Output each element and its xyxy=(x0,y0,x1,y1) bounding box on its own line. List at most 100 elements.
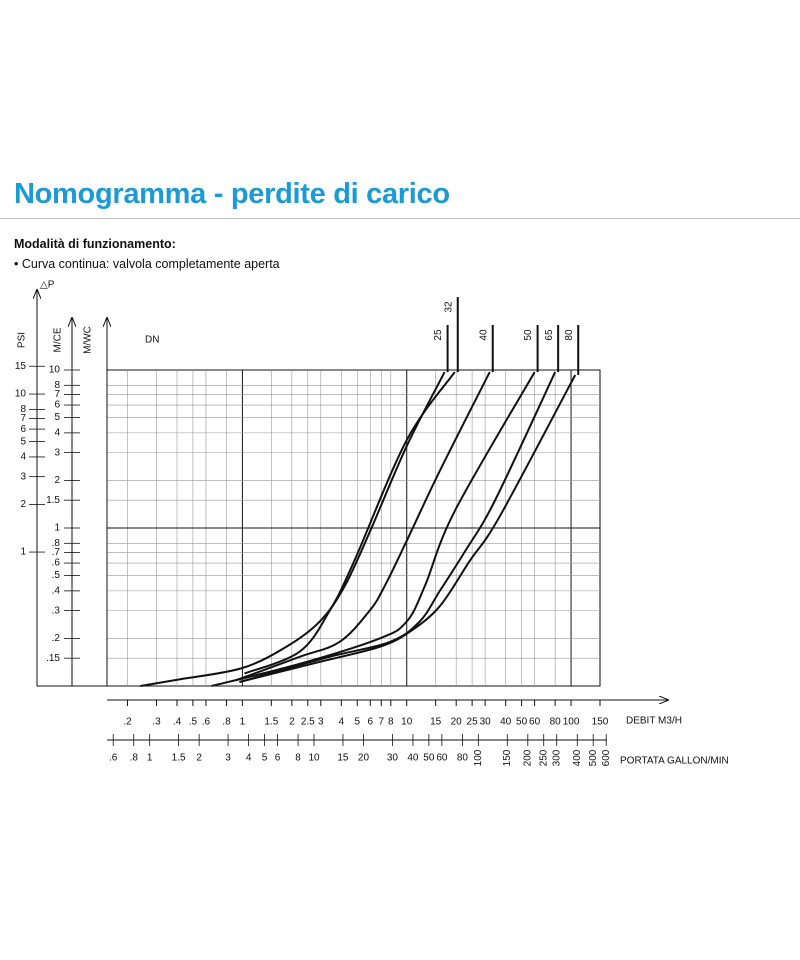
y-tick-label: .5 xyxy=(52,570,61,581)
legend-title: DN xyxy=(145,335,159,346)
x-tick-label: 50 xyxy=(516,717,528,728)
x2-tick-label: 5 xyxy=(262,753,268,764)
x2-tick-label: 8 xyxy=(295,753,301,764)
x-tick-label: 40 xyxy=(500,717,512,728)
y-tick-label: 1.5 xyxy=(46,495,60,506)
x2-axis-label: PORTATA GALLON/MIN xyxy=(620,756,729,767)
x-axis-label: DEBIT M3/H xyxy=(626,716,682,727)
legend-label: 25 xyxy=(433,329,444,341)
y2-tick-label: 7 xyxy=(20,413,26,424)
x-tick-label: 10 xyxy=(401,717,413,728)
y-tick-label: .4 xyxy=(52,586,61,597)
curve xyxy=(239,371,557,683)
title: Nomogramma - perdite di carico xyxy=(14,178,450,210)
x2-tick-label: 60 xyxy=(436,753,448,764)
y2-tick-label: 1 xyxy=(20,547,26,558)
x-tick-label: 25 xyxy=(467,717,479,728)
y-tick-label: .3 xyxy=(52,605,61,616)
x2-tick-label: 100 xyxy=(473,749,484,766)
x-tick-label: .3 xyxy=(152,717,161,728)
y-tick-label: 1 xyxy=(54,523,60,534)
divider xyxy=(0,218,800,219)
curve xyxy=(244,371,456,675)
x-tick-label: 1 xyxy=(240,717,246,728)
x2-tick-label: 30 xyxy=(387,753,399,764)
x2-tick-label: .6 xyxy=(109,753,118,764)
subtitle: Modalità di funzionamento: xyxy=(14,237,176,251)
x-tick-label: .5 xyxy=(189,717,198,728)
x2-tick-label: 150 xyxy=(502,749,513,766)
x-tick-label: .8 xyxy=(222,717,231,728)
x-tick-label: .4 xyxy=(173,717,182,728)
legend-label: 80 xyxy=(564,329,575,341)
curve xyxy=(236,371,491,682)
x2-tick-label: 50 xyxy=(423,753,435,764)
x2-tick-label: 10 xyxy=(308,753,320,764)
x-tick-label: 15 xyxy=(430,717,442,728)
curve xyxy=(211,371,536,687)
x2-tick-label: 3 xyxy=(225,753,231,764)
x-tick-label: .2 xyxy=(123,717,132,728)
x2-tick-label: 15 xyxy=(337,753,349,764)
x2-tick-label: 500 xyxy=(588,749,599,766)
y2-tick-label: 15 xyxy=(15,361,27,372)
x2-tick-label: 250 xyxy=(538,749,549,766)
x2-tick-label: .8 xyxy=(130,753,139,764)
y-tick-label: .15 xyxy=(46,653,60,664)
x2-tick-label: 4 xyxy=(246,753,252,764)
legend-label: 40 xyxy=(478,329,489,341)
y2-tick-label: 5 xyxy=(20,436,26,447)
curve xyxy=(239,374,577,683)
x-tick-label: .6 xyxy=(202,717,211,728)
y-tick-label: 3 xyxy=(54,447,60,458)
y2-tick-label: 3 xyxy=(20,471,26,482)
x-tick-label: 20 xyxy=(451,717,463,728)
note: • Curva continua: valvola completamente … xyxy=(14,257,280,271)
legend-label: 32 xyxy=(443,301,454,313)
delta-label: △P xyxy=(40,280,55,291)
legend-label: 50 xyxy=(523,329,534,341)
x-tick-label: 100 xyxy=(563,717,580,728)
y-tick-label: 6 xyxy=(54,400,60,411)
x2-tick-label: 400 xyxy=(572,749,583,766)
x2-tick-label: 300 xyxy=(551,749,562,766)
y2-tick-label: 4 xyxy=(20,452,26,463)
x-tick-label: 60 xyxy=(529,717,541,728)
x-tick-label: 2 xyxy=(289,717,295,728)
y2-tick-label: 8 xyxy=(20,404,26,415)
y-tick-label: .2 xyxy=(52,633,61,644)
x-tick-label: 5 xyxy=(354,717,360,728)
y2-axis-label: PSI xyxy=(17,332,28,348)
y-tick-label: 4 xyxy=(54,428,60,439)
x2-tick-label: 40 xyxy=(407,753,419,764)
y3-axis-label: M/WC xyxy=(83,326,94,354)
x2-tick-label: 80 xyxy=(457,753,469,764)
x-tick-label: 8 xyxy=(388,717,394,728)
x2-tick-label: 20 xyxy=(358,753,370,764)
x2-tick-label: 6 xyxy=(275,753,281,764)
y2-tick-label: 2 xyxy=(20,499,26,510)
y-axis-label: M/CE xyxy=(53,327,64,352)
x2-tick-label: 1.5 xyxy=(172,753,186,764)
x-tick-label: 4 xyxy=(339,717,345,728)
y-tick-label: .6 xyxy=(52,558,61,569)
x-tick-label: 30 xyxy=(480,717,492,728)
x-tick-label: 2.5 xyxy=(301,717,315,728)
x-tick-label: 7 xyxy=(378,717,384,728)
x2-tick-label: 1 xyxy=(147,753,153,764)
x-tick-label: 6 xyxy=(367,717,373,728)
y2-tick-label: 10 xyxy=(15,389,27,400)
curve xyxy=(140,371,446,687)
y-tick-label: 8 xyxy=(54,380,60,391)
x-tick-label: 3 xyxy=(318,717,324,728)
x-tick-label: 80 xyxy=(550,717,562,728)
x2-tick-label: 2 xyxy=(196,753,202,764)
legend-label: 65 xyxy=(544,329,555,341)
y-tick-label: .8 xyxy=(52,538,61,549)
x-tick-label: 150 xyxy=(592,717,609,728)
x2-tick-label: 600 xyxy=(601,749,612,766)
y-tick-label: 2 xyxy=(54,475,60,486)
y2-tick-label: 6 xyxy=(20,424,26,435)
